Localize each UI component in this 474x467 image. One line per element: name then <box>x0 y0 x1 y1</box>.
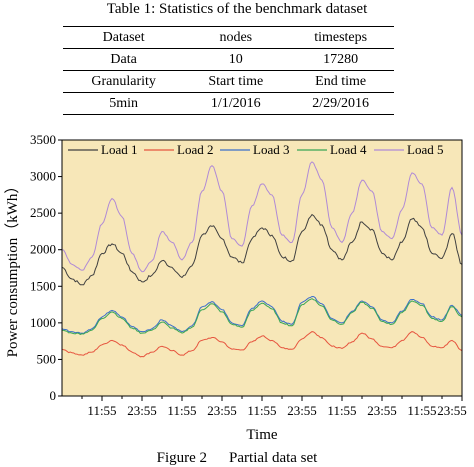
table-cell: Granularity <box>63 71 184 93</box>
y-tick-label: 500 <box>37 351 57 366</box>
x-tick-label: 11:55 <box>247 403 276 418</box>
legend-label: Load 5 <box>407 142 443 157</box>
stats-table: Dataset nodes timesteps Data 10 17280 Gr… <box>63 26 394 115</box>
figure-caption: Figure 2 Partial data set <box>0 450 474 467</box>
x-tick-label: 23:55 <box>367 403 397 418</box>
figure-caption-text: Partial data set <box>229 450 317 466</box>
table-row: 5min 1/1/2016 2/29/2016 <box>63 93 394 115</box>
table-cell: Data <box>63 49 184 71</box>
y-tick-label: 1000 <box>30 315 56 330</box>
x-tick-label: 23:55 <box>207 403 237 418</box>
table-cell: nodes <box>184 27 287 49</box>
table-row: Dataset nodes timesteps <box>63 27 394 49</box>
legend-label: Load 4 <box>330 142 367 157</box>
y-tick-label: 0 <box>50 388 57 403</box>
x-tick-label: 23:55 <box>127 403 157 418</box>
x-tick-label: 11:55 <box>407 403 436 418</box>
table-cell: 17280 <box>287 49 394 71</box>
x-tick-label: 23:55 <box>437 403 467 418</box>
y-tick-label: 3000 <box>30 169 56 184</box>
x-tick-label: 11:55 <box>327 403 356 418</box>
y-tick-label: 2000 <box>30 242 56 257</box>
table-cell: Dataset <box>63 27 184 49</box>
table-cell: 2/29/2016 <box>287 93 394 115</box>
table-cell: 5min <box>63 93 184 115</box>
y-tick-label: 1500 <box>30 278 56 293</box>
legend-label: Load 1 <box>101 142 137 157</box>
table-cell: timesteps <box>287 27 394 49</box>
legend-label: Load 3 <box>253 142 289 157</box>
x-axis-label: Time <box>246 427 277 443</box>
table-row: Data 10 17280 <box>63 49 394 71</box>
table-cell: 1/1/2016 <box>184 93 287 115</box>
table-caption: Table 1: Statistics of the benchmark dat… <box>0 0 474 18</box>
y-tick-label: 3500 <box>30 132 56 147</box>
y-axis-label: Power consumption（kWh） <box>4 179 21 358</box>
table-cell: Start time <box>184 71 287 93</box>
table-row: Granularity Start time End time <box>63 71 394 93</box>
plot-background <box>62 140 462 396</box>
figure-caption-label: Figure 2 <box>157 450 207 466</box>
table-cell: 10 <box>184 49 287 71</box>
x-tick-label: 23:55 <box>287 403 317 418</box>
y-tick-label: 2500 <box>30 205 56 220</box>
x-tick-label: 11:55 <box>167 403 196 418</box>
table-cell: End time <box>287 71 394 93</box>
legend-label: Load 2 <box>177 142 213 157</box>
x-tick-label: 11:55 <box>87 403 116 418</box>
